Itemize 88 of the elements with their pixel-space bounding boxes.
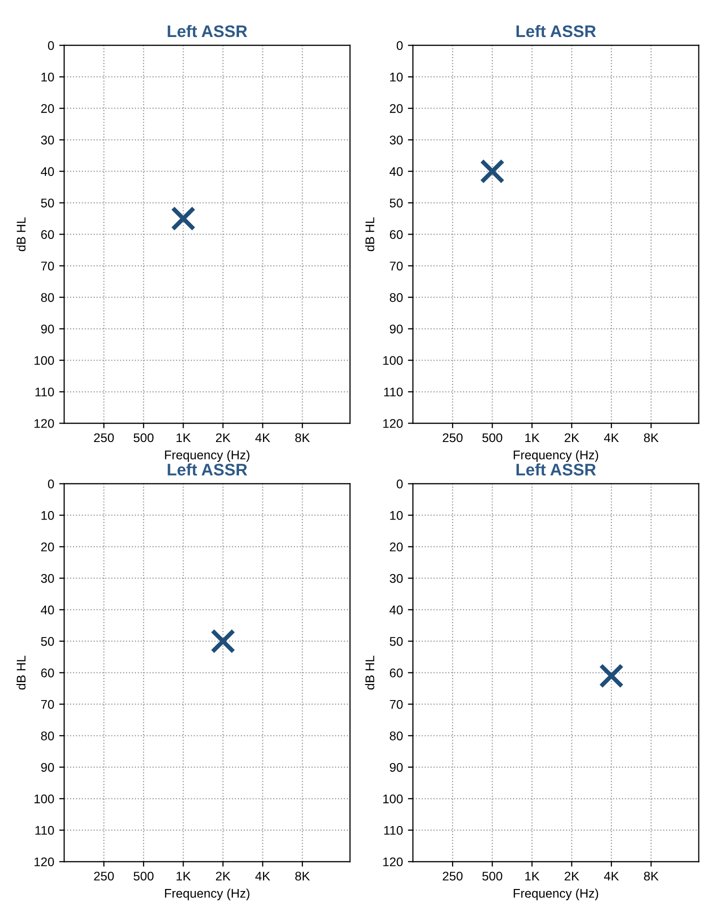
chart-title: Left ASSR — [168, 24, 248, 38]
y-tick-label: 110 — [384, 826, 403, 835]
y-tick-label: 40 — [390, 606, 403, 614]
y-tick-label: 80 — [390, 293, 403, 302]
y-tick-label: 20 — [390, 104, 403, 113]
y-tick-label: 80 — [41, 293, 54, 302]
y-tick-label: 90 — [390, 762, 403, 772]
y-tick-label: 10 — [42, 72, 54, 82]
x-tick-label: 1K — [176, 872, 191, 880]
y-tick-label: 70 — [390, 262, 403, 270]
y-tick-label: 120 — [383, 857, 403, 866]
x-axis-title: Frequency (Hz) — [165, 888, 250, 900]
y-tick-label: 60 — [41, 230, 54, 239]
y-tick-label: 120 — [383, 419, 403, 428]
y-tick-label: 100 — [34, 356, 54, 365]
y-tick-label: 110 — [35, 388, 54, 396]
y-axis-title: dB HL — [365, 217, 374, 252]
y-tick-label: 50 — [41, 198, 54, 208]
y-tick-label: 90 — [41, 324, 54, 334]
y-tick-label: 50 — [390, 198, 403, 208]
x-axis-title: Frequency (Hz) — [514, 450, 598, 462]
x-tick-label: 500 — [134, 872, 154, 881]
x-axis-title: Frequency (Hz) — [514, 888, 598, 900]
x-tick-label: 250 — [94, 872, 114, 881]
y-tick-label: 10 — [390, 511, 403, 520]
y-tick-label: 60 — [41, 668, 54, 678]
y-tick-label: 40 — [390, 167, 403, 176]
x-tick-label: 8K — [295, 872, 310, 881]
y-tick-label: 20 — [41, 104, 54, 113]
y-tick-label: 90 — [41, 762, 54, 772]
y-tick-label: 30 — [41, 574, 54, 583]
y-tick-label: 100 — [383, 794, 403, 804]
x-tick-label: 500 — [482, 433, 502, 442]
y-tick-label: 40 — [40, 167, 54, 176]
x-tick-label: 1K — [525, 433, 540, 442]
x-tick-label: 4K — [604, 872, 619, 880]
y-tick-label: 110 — [35, 826, 54, 835]
x-tick-label: 500 — [134, 433, 154, 442]
y-tick-label: 10 — [42, 511, 54, 520]
y-tick-label: 40 — [40, 606, 54, 614]
y-axis-title: dB HL — [16, 217, 26, 252]
x-tick-label: 1K — [176, 433, 191, 442]
y-tick-label: 90 — [390, 324, 403, 334]
y-tick-label: 0 — [396, 41, 403, 50]
y-tick-label: 120 — [34, 857, 54, 866]
y-tick-label: 70 — [41, 262, 54, 270]
y-tick-label: 80 — [390, 731, 403, 740]
x-tick-label: 8K — [644, 872, 659, 881]
y-tick-label: 0 — [48, 480, 54, 488]
y-tick-label: 70 — [41, 700, 54, 709]
y-tick-label: 80 — [41, 731, 54, 740]
x-tick-label: 4K — [255, 872, 270, 880]
x-tick-label: 4K — [604, 433, 619, 442]
x-tick-label: 2K — [564, 872, 580, 880]
y-tick-label: 60 — [390, 668, 403, 678]
y-tick-label: 120 — [34, 419, 54, 428]
y-tick-label: 10 — [390, 72, 403, 82]
x-tick-label: 250 — [442, 433, 463, 442]
x-tick-label: 8K — [295, 433, 310, 442]
x-tick-label: 4K — [255, 433, 270, 442]
y-tick-label: 0 — [396, 480, 403, 488]
y-tick-label: 0 — [48, 41, 54, 50]
x-axis-title: Frequency (Hz) — [165, 450, 250, 462]
y-tick-label: 30 — [41, 136, 54, 144]
x-tick-label: 250 — [94, 433, 114, 442]
x-tick-label: 2K — [564, 433, 580, 442]
y-axis-title: dB HL — [16, 656, 26, 690]
y-tick-label: 100 — [34, 794, 54, 804]
x-tick-label: 8K — [644, 433, 659, 442]
y-tick-label: 60 — [390, 230, 403, 239]
x-tick-label: 2K — [216, 872, 230, 880]
y-tick-label: 50 — [41, 637, 54, 646]
x-tick-label: 2K — [216, 433, 230, 442]
y-tick-label: 110 — [384, 388, 403, 396]
y-tick-label: 20 — [41, 542, 54, 552]
y-tick-label: 30 — [390, 136, 403, 144]
y-tick-label: 20 — [390, 542, 403, 552]
y-tick-label: 100 — [383, 356, 403, 365]
chart-title: Left ASSR — [168, 463, 248, 476]
x-tick-label: 250 — [442, 872, 463, 881]
chart-title: Left ASSR — [516, 463, 596, 476]
y-tick-label: 50 — [390, 637, 403, 646]
y-tick-label: 30 — [390, 574, 403, 583]
chart-title: Left ASSR — [516, 24, 596, 38]
y-tick-label: 70 — [390, 700, 403, 709]
x-tick-label: 1K — [525, 872, 540, 880]
x-tick-label: 500 — [482, 872, 502, 881]
y-axis-title: dB HL — [365, 656, 374, 690]
